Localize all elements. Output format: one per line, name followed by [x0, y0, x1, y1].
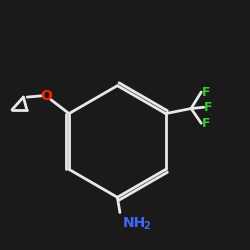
Text: O: O: [40, 89, 52, 103]
Text: NH: NH: [122, 216, 146, 230]
Text: 2: 2: [143, 222, 150, 232]
Text: F: F: [204, 101, 212, 114]
Text: F: F: [202, 86, 210, 98]
Text: F: F: [202, 117, 210, 130]
